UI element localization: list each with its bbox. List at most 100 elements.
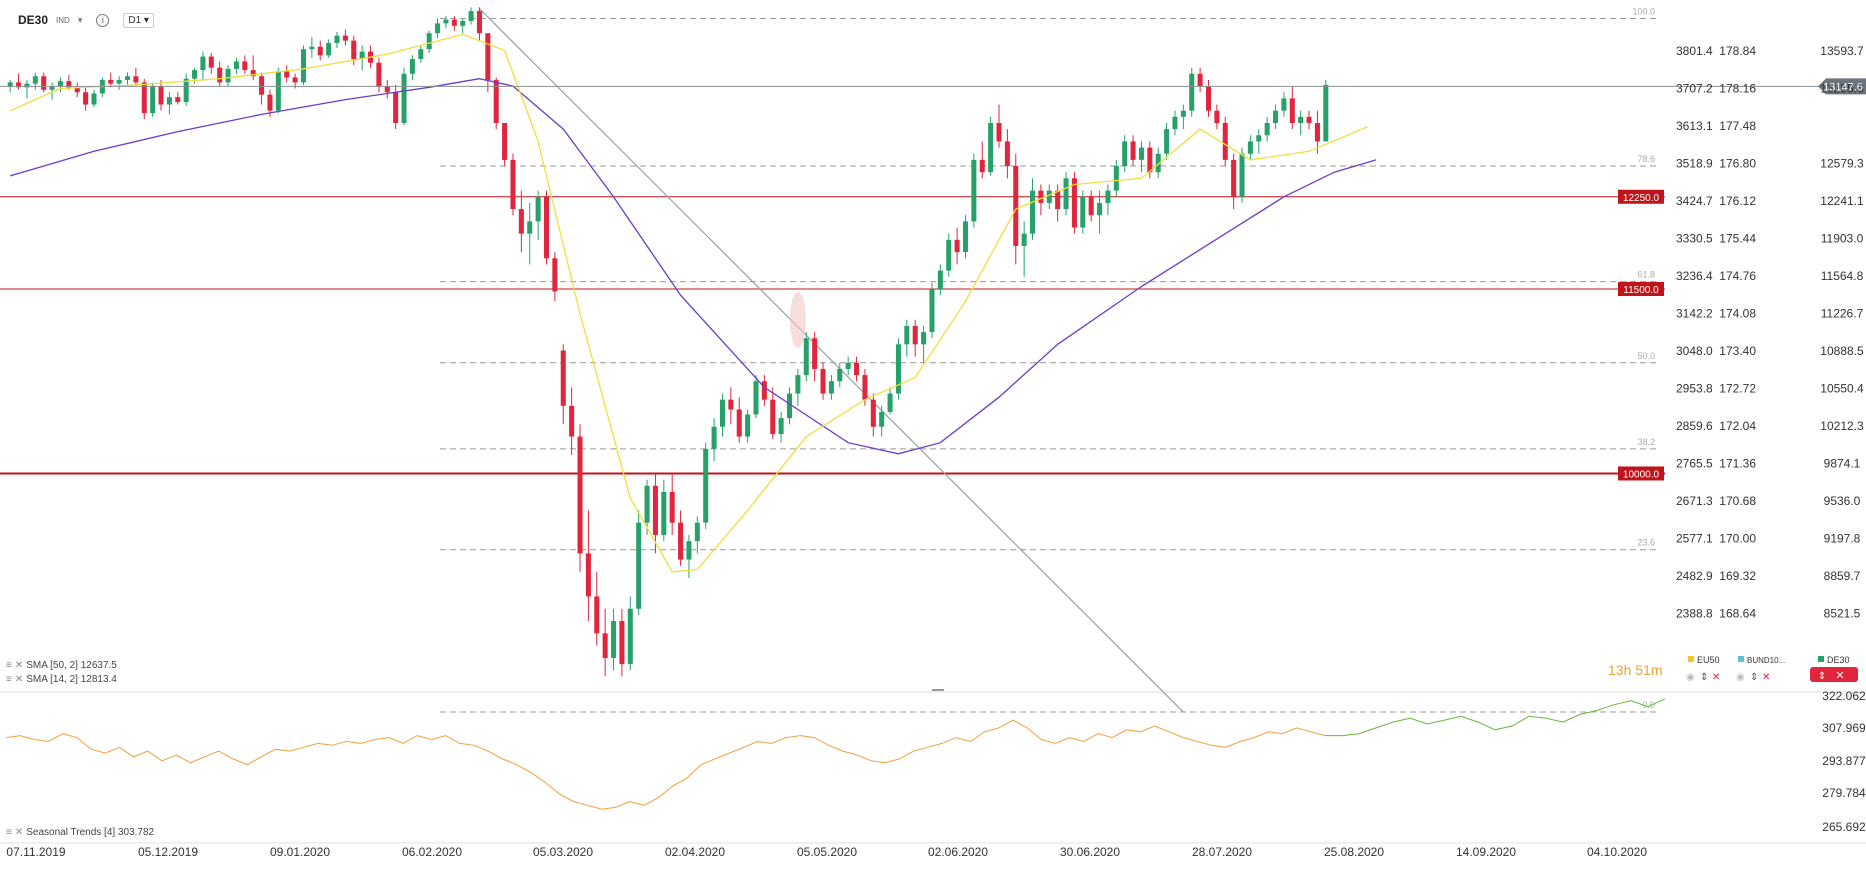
candle xyxy=(711,426,717,449)
trendline[interactable] xyxy=(479,8,1184,713)
candle xyxy=(753,381,759,415)
candle xyxy=(627,608,633,665)
axis-tick-label: 168.64 xyxy=(1719,607,1756,621)
candle xyxy=(912,325,918,345)
seasonal-line-past xyxy=(5,719,1326,810)
candle xyxy=(736,409,742,437)
current-price-label: 13147.6 xyxy=(1823,81,1863,93)
close-icon[interactable]: ✕ xyxy=(1712,672,1720,683)
axis-tick-label: 171.36 xyxy=(1719,457,1756,471)
indicator-sma14[interactable]: ≡ ✕ SMA [14, 2] 12813.4 xyxy=(6,674,117,685)
close-icon[interactable]: ✕ xyxy=(14,674,24,685)
date-tick-label: 09.01.2020 xyxy=(270,845,330,859)
fib-level-label: 61.8 xyxy=(1637,270,1655,280)
candle xyxy=(510,159,516,210)
indicator-sma50[interactable]: ≡ ✕ SMA [50, 2] 12637.5 xyxy=(6,660,117,671)
candle xyxy=(535,196,541,222)
fib-level-label: 50.0 xyxy=(1637,351,1655,361)
legend-label: DE30 xyxy=(1827,655,1850,665)
candle xyxy=(602,633,608,658)
chevron-down-icon[interactable]: ▾ xyxy=(77,14,83,25)
date-tick-label: 25.08.2020 xyxy=(1324,845,1384,859)
candle xyxy=(778,418,784,435)
axis-tick-label: 9197.8 xyxy=(1824,532,1861,546)
candle xyxy=(1147,147,1153,173)
candle xyxy=(954,239,960,253)
date-tick-label: 02.06.2020 xyxy=(928,845,988,859)
candle xyxy=(1180,110,1186,117)
candle xyxy=(577,436,583,554)
axis-tick-label: 2765.5 xyxy=(1676,457,1713,471)
candle xyxy=(560,350,566,406)
candle xyxy=(493,79,499,123)
candle xyxy=(1113,166,1119,191)
candle xyxy=(409,59,415,74)
candle xyxy=(962,221,968,253)
candle xyxy=(644,485,650,523)
indicator-value: 12813.4 xyxy=(80,674,117,685)
candle xyxy=(317,46,323,56)
updown-icon[interactable]: ⇕ xyxy=(1818,671,1826,682)
candle xyxy=(1323,84,1329,142)
candle xyxy=(1038,190,1044,203)
candle xyxy=(569,405,575,437)
candle xyxy=(309,46,315,50)
current-price-group xyxy=(0,78,1866,95)
candle xyxy=(1130,141,1136,160)
chart-header: DE30 IND ▾ i D1 ▾ xyxy=(0,0,154,40)
eye-icon[interactable]: ◉ xyxy=(1736,672,1745,683)
candle xyxy=(66,81,72,88)
candle xyxy=(393,92,399,123)
candle xyxy=(845,362,851,369)
settings-icon[interactable]: ≡ xyxy=(6,660,12,671)
candle xyxy=(1055,190,1061,210)
indicator-seasonal[interactable]: ≡ ✕ Seasonal Trends [4] 303.782 xyxy=(6,827,154,838)
price-axes: 3801.4 3707.2 3613.1 3518.9 3424.7 3330.5 3236… xyxy=(1676,44,1864,621)
candle xyxy=(1239,153,1245,197)
candle xyxy=(1289,98,1295,123)
candle xyxy=(870,399,876,427)
candle xyxy=(1189,73,1195,111)
fib-level-label: 0.0 xyxy=(1642,700,1655,710)
timeframe-select[interactable]: D1 ▾ xyxy=(123,12,154,28)
candle xyxy=(812,338,818,369)
level-tag-label: 12250.0 xyxy=(1623,193,1660,204)
candle xyxy=(1298,116,1304,123)
updown-icon[interactable]: ⇕ xyxy=(1750,672,1758,683)
candle xyxy=(803,338,809,376)
updown-icon[interactable]: ⇕ xyxy=(1700,672,1708,683)
candle xyxy=(292,77,298,83)
axis-tick-label: 11226.7 xyxy=(1821,307,1864,321)
level-tag-label: 10000.0 xyxy=(1623,469,1660,480)
date-tick-label: 02.04.2020 xyxy=(665,845,725,859)
candle xyxy=(761,381,767,400)
candle xyxy=(259,76,265,95)
close-icon[interactable]: ✕ xyxy=(1762,672,1770,683)
candle xyxy=(401,73,407,123)
close-icon[interactable]: ✕ xyxy=(14,827,24,838)
candle xyxy=(1172,116,1178,130)
axis-tick-label: 12241.1 xyxy=(1820,194,1864,208)
candle xyxy=(1080,196,1086,228)
axis-tick-label: 3518.9 xyxy=(1676,157,1713,171)
candle xyxy=(1281,98,1287,111)
close-icon[interactable]: ✕ xyxy=(1835,670,1844,682)
candle xyxy=(133,76,139,83)
candle xyxy=(435,23,441,34)
info-icon[interactable]: i xyxy=(96,13,110,27)
candle xyxy=(661,491,667,535)
candle xyxy=(1122,141,1128,167)
close-icon[interactable]: ✕ xyxy=(14,660,24,671)
indicator-label: Seasonal Trends [4] xyxy=(26,827,116,838)
axis-tick-label: 177.48 xyxy=(1719,119,1756,133)
settings-icon[interactable]: ≡ xyxy=(6,674,12,685)
sma50-line xyxy=(10,78,1377,455)
candle xyxy=(1205,86,1212,111)
candle xyxy=(703,448,709,523)
settings-icon[interactable]: ≡ xyxy=(6,827,12,838)
symbol-label[interactable]: DE30 xyxy=(18,13,49,27)
active-compare-box[interactable] xyxy=(1810,667,1858,682)
candle xyxy=(1021,233,1027,246)
eye-icon[interactable]: ◉ xyxy=(1686,672,1695,683)
